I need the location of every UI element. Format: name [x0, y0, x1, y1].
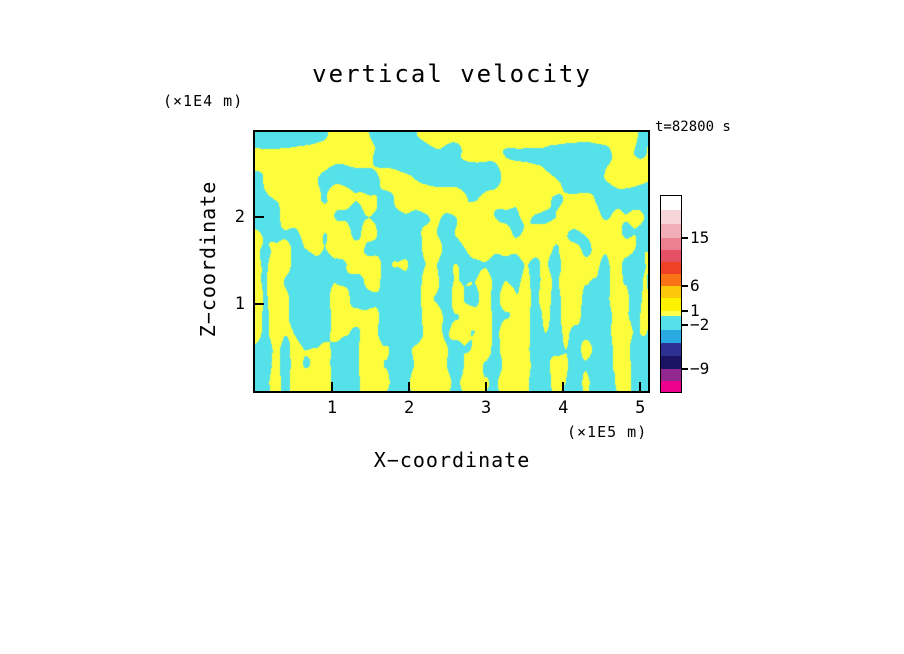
colorbar-tick-label: −2: [690, 315, 710, 334]
colorbar: [660, 195, 682, 393]
x-axis-tick: [331, 382, 334, 391]
colorbar-segment: [661, 274, 681, 286]
time-annotation: t=82800 s: [655, 119, 731, 135]
x-axis-tick: [562, 382, 565, 391]
x-tick-label: 4: [558, 398, 569, 418]
y-axis-tick: [255, 303, 264, 306]
plot-area: [253, 130, 650, 393]
x-axis-units: (×1E5 m): [567, 423, 648, 441]
colorbar-tick: [682, 310, 688, 312]
chart-title: vertical velocity: [312, 60, 592, 88]
colorbar-segment: [661, 381, 681, 392]
colorbar-segment: [661, 262, 681, 274]
colorbar-tick-label: −9: [690, 359, 710, 378]
colorbar-segment: [661, 330, 681, 343]
colorbar-segment: [661, 196, 681, 210]
x-axis-title: X−coordinate: [373, 448, 531, 472]
colorbar-segment: [661, 238, 681, 250]
y-tick-label: 2: [234, 207, 245, 228]
x-axis-tick: [639, 382, 642, 391]
colorbar-tick: [682, 285, 688, 287]
y-axis-tick: [255, 216, 264, 219]
colorbar-segment: [661, 316, 681, 330]
colorbar-segment: [661, 311, 681, 316]
x-tick-label: 3: [481, 398, 492, 418]
colorbar-tick-label: 15: [690, 228, 710, 247]
colorbar-segment: [661, 224, 681, 238]
colorbar-segment: [661, 250, 681, 262]
velocity-field-canvas: [255, 132, 648, 391]
colorbar-tick-label: 6: [690, 276, 700, 295]
x-tick-label: 1: [326, 398, 338, 418]
colorbar-tick: [682, 368, 688, 370]
colorbar-segment: [661, 356, 681, 369]
colorbar-tick-label: 1: [690, 301, 700, 320]
colorbar-segment: [661, 286, 681, 298]
colorbar-segment: [661, 343, 681, 356]
x-axis-tick: [485, 382, 488, 391]
x-tick-label: 5: [635, 398, 646, 418]
colorbar-segment: [661, 210, 681, 224]
colorbar-segment: [661, 369, 681, 381]
colorbar-tick: [682, 324, 688, 326]
colorbar-tick: [682, 237, 688, 239]
colorbar-segment: [661, 298, 681, 311]
y-axis-units: (×1E4 m): [163, 92, 244, 110]
x-tick-label: 2: [403, 398, 415, 418]
x-axis-tick: [408, 382, 411, 391]
y-tick-label: 1: [234, 294, 245, 315]
